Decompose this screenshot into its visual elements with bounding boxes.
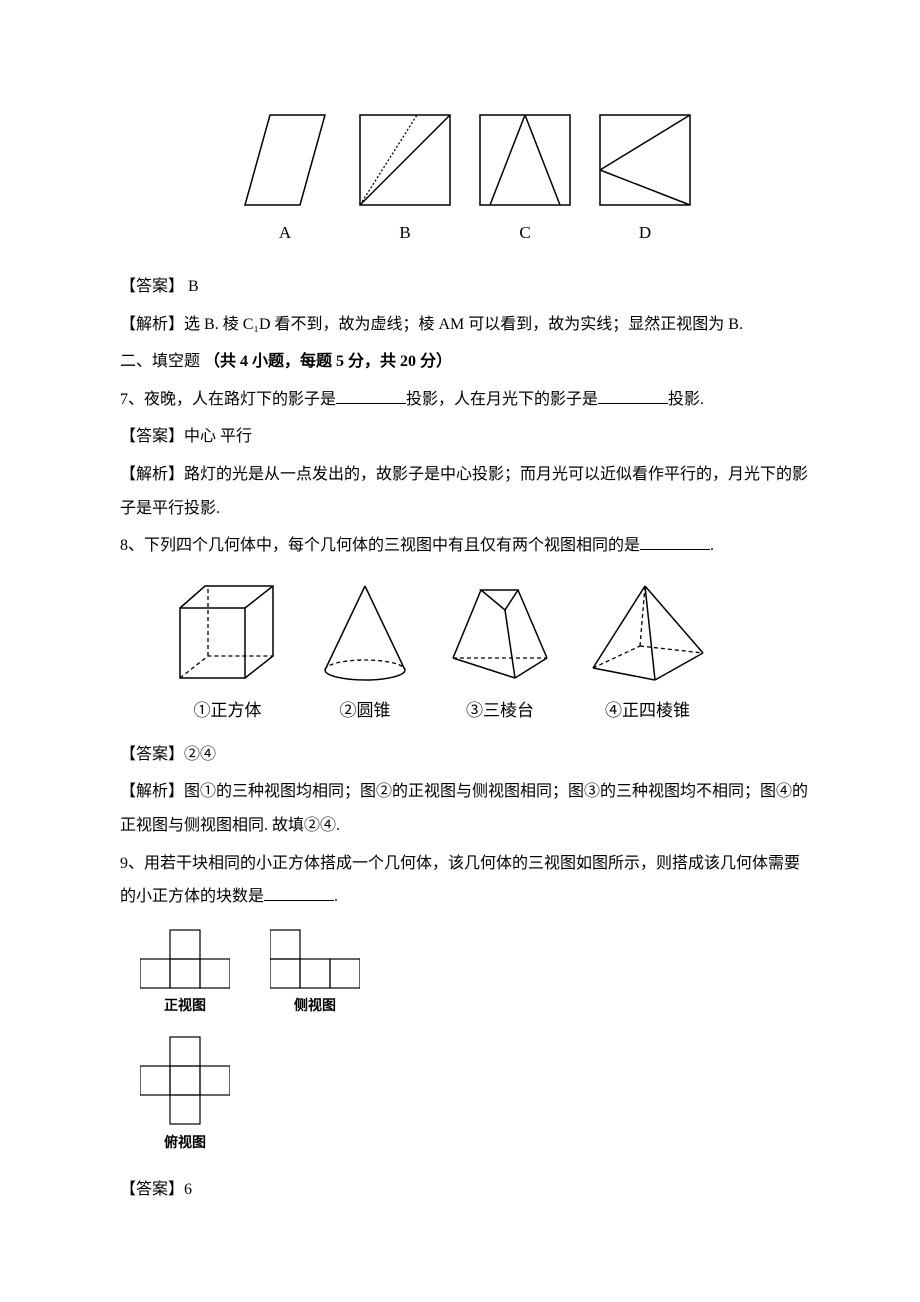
q9-end: . (334, 888, 338, 905)
solid-cube: ①正方体 (170, 578, 285, 728)
analysis-8-line: 【解析】图①的三种视图均相同；图②的正视图与侧视图相同；图③的三种视图均不相同；… (120, 775, 810, 842)
label-b: B (399, 216, 410, 250)
top-view-label: 俯视图 (164, 1130, 206, 1158)
label-c: C (519, 216, 530, 250)
q8-end: . (710, 537, 714, 554)
section-2-heading: 二、填空题 （共 4 小题，每题 5 分，共 20 分） (120, 345, 810, 379)
top-view-icon (140, 1036, 230, 1126)
answer-b-line: 【答案】 B (120, 270, 810, 304)
q7-pre: 7、夜晚，人在路灯下的影子是 (120, 391, 336, 408)
answer-9-line: 【答案】6 (120, 1173, 810, 1207)
option-a: A (235, 110, 335, 250)
option-c: C (475, 110, 575, 250)
answer-9-value: 6 (184, 1181, 192, 1198)
analysis-b-text: 选 B. 棱 C₁D 看不到，故为虚线；棱 AM 可以看到，故为实线；显然正视图… (184, 316, 743, 333)
solid-pyramid: ④正四棱锥 (585, 578, 710, 728)
top-view: 俯视图 (140, 1036, 230, 1158)
shape-c-icon (475, 110, 575, 210)
side-view-icon (270, 929, 360, 989)
views-row-1: 正视图 侧视图 (140, 929, 810, 1021)
views-row-2: 俯视图 (140, 1036, 810, 1158)
solid-label-4: ④正四棱锥 (605, 694, 690, 728)
section-2-title: 二、填空题 (120, 353, 200, 370)
analysis-8-text: 图①的三种视图均相同；图②的正视图与侧视图相同；图③的三种视图均不相同；图④的正… (120, 783, 808, 834)
blank-2 (598, 385, 668, 404)
solid-cone: ②圆锥 (315, 578, 415, 728)
answer-label-8: 【答案】 (120, 746, 184, 763)
cube-icon (170, 578, 285, 688)
front-view-icon (140, 929, 230, 989)
answer-label-7: 【答案】 (120, 428, 184, 445)
pyramid-icon (585, 578, 710, 688)
answer-8-line: 【答案】②④ (120, 738, 810, 772)
shape-b-icon (355, 110, 455, 210)
shape-a-icon (235, 110, 335, 210)
frustum-icon (445, 578, 555, 688)
front-view: 正视图 (140, 929, 230, 1021)
answer-label: 【答案】 (120, 278, 184, 295)
blank-1 (336, 385, 406, 404)
solid-label-2: ②圆锥 (340, 694, 391, 728)
three-views-block: 正视图 侧视图 (140, 929, 810, 1158)
q9-text: 9、用若干块相同的小正方体搭成一个几何体，该几何体的三视图如图所示，则搭成该几何… (120, 855, 800, 906)
answer-label-9: 【答案】 (120, 1181, 184, 1198)
analysis-7-text: 路灯的光是从一点发出的，故影子是中心投影；而月光可以近似看作平行的，月光下的影子… (120, 466, 808, 517)
option-d: D (595, 110, 695, 250)
solid-frustum: ③三棱台 (445, 578, 555, 728)
analysis-7-line: 【解析】路灯的光是从一点发出的，故影子是中心投影；而月光可以近似看作平行的，月光… (120, 458, 810, 525)
question-8: 8、下列四个几何体中，每个几何体的三视图中有且仅有两个视图相同的是. (120, 529, 810, 563)
section-2-info: （共 4 小题，每题 5 分，共 20 分） (200, 353, 452, 370)
label-a: A (279, 216, 291, 250)
q7-mid: 投影，人在月光下的影子是 (406, 391, 598, 408)
solids-row: ①正方体 ②圆锥 ③三棱台 (170, 578, 810, 728)
shape-d-icon (595, 110, 695, 210)
analysis-b-line: 【解析】选 B. 棱 C₁D 看不到，故为虚线；棱 AM 可以看到，故为实线；显… (120, 308, 810, 342)
label-d: D (639, 216, 651, 250)
solid-label-1: ①正方体 (194, 694, 262, 728)
solid-label-3: ③三棱台 (466, 694, 534, 728)
answer-7-value: 中心 平行 (184, 428, 252, 445)
analysis-label-8: 【解析】 (120, 783, 184, 800)
option-figures-row: A B C D (120, 110, 810, 250)
q7-end: 投影. (668, 391, 704, 408)
blank-3 (640, 531, 710, 550)
answer-8-value: ②④ (184, 746, 216, 763)
option-b: B (355, 110, 455, 250)
blank-4 (264, 882, 334, 901)
question-9: 9、用若干块相同的小正方体搭成一个几何体，该几何体的三视图如图所示，则搭成该几何… (120, 847, 810, 914)
answer-7-line: 【答案】中心 平行 (120, 420, 810, 454)
front-view-label: 正视图 (164, 993, 206, 1021)
answer-b-value: B (184, 278, 199, 295)
question-7: 7、夜晚，人在路灯下的影子是 投影，人在月光下的影子是 投影. (120, 383, 810, 417)
q8-text: 8、下列四个几何体中，每个几何体的三视图中有且仅有两个视图相同的是 (120, 537, 640, 554)
side-view: 侧视图 (270, 929, 360, 1021)
cone-icon (315, 578, 415, 688)
side-view-label: 侧视图 (294, 993, 336, 1021)
analysis-label: 【解析】 (120, 316, 184, 333)
analysis-label-7: 【解析】 (120, 466, 184, 483)
